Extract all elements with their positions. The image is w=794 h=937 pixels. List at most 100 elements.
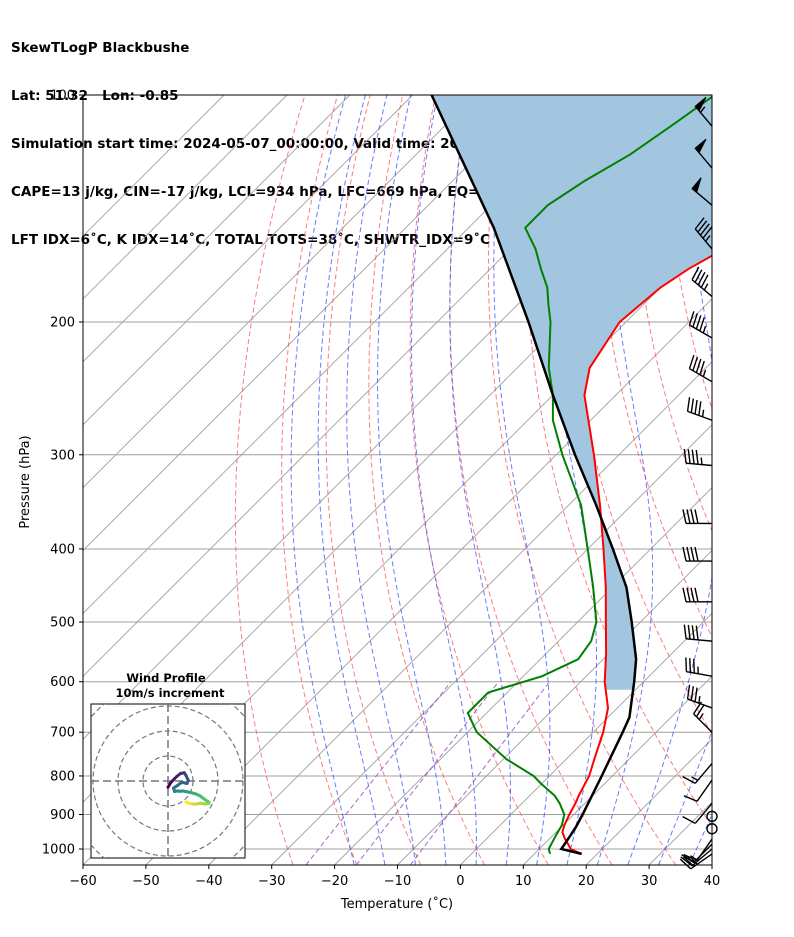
hodograph-title: Wind Profile: [126, 671, 206, 685]
wind-barb-full: [691, 266, 700, 281]
isotherm-line: [83, 95, 476, 489]
wind-barb-full: [699, 360, 705, 375]
wind-barb-full: [697, 220, 708, 233]
wind-barb-half: [703, 283, 709, 291]
chart-title: SkewTLogP Blackbushe: [11, 40, 190, 56]
moist-adiabat-line: [317, 95, 386, 865]
wind-barb-full: [699, 223, 710, 236]
wind-barb-flag: [694, 138, 707, 154]
wind-barb-half: [702, 325, 707, 334]
dry-adiabat-line: [596, 95, 712, 638]
cape-fill: [431, 95, 712, 690]
wind-barb-half: [700, 457, 703, 465]
wind-barb-full: [690, 398, 694, 413]
hodograph-inset: Wind Profile 10m/s increment: [90, 671, 246, 859]
wind-barb-full: [680, 856, 693, 867]
x-tick-label: −30: [258, 874, 285, 889]
wind-barb-full: [683, 854, 698, 861]
wind-barb-full: [693, 658, 695, 674]
wind-barb-full: [686, 684, 691, 700]
wind-barb-staff: [694, 802, 713, 824]
dry-adiabat-line: [368, 95, 485, 865]
hodograph-subtitle: 10m/s increment: [116, 686, 225, 700]
y-tick-label: 600: [50, 675, 75, 690]
moist-adiabat-line: [493, 95, 551, 865]
parcel-line: [430, 95, 638, 856]
x-tick-label: −60: [69, 874, 96, 889]
wind-barb-full: [686, 587, 691, 602]
wind-barb-full: [682, 587, 687, 602]
wind-barb-full: [695, 704, 705, 718]
wind-barb-half: [698, 713, 704, 720]
x-tick-label: −40: [195, 874, 222, 889]
isotherm-line: [460, 612, 712, 865]
x-tick-label: −50: [132, 874, 159, 889]
x-tick-label: 40: [704, 874, 721, 889]
y-tick-label: 700: [50, 726, 75, 741]
wind-barb-full: [686, 546, 691, 562]
wind-barb-full: [682, 816, 696, 824]
stability-indices-line: LFT IDX=6˚C, K IDX=14˚C, TOTAL TOTS=38˚C…: [11, 232, 491, 248]
wind-barb-staff: [696, 838, 713, 861]
isotherm-line: [711, 864, 712, 865]
wind-barb-full: [694, 509, 699, 524]
wind-barb-full: [690, 509, 695, 524]
moist-adiabat-line: [411, 95, 477, 865]
isotherm-line: [83, 95, 414, 426]
moist-adiabat-line: [596, 95, 654, 865]
wind-barb-full: [692, 356, 699, 371]
wind-barb-full: [699, 317, 705, 332]
wind-barb-full: [688, 311, 695, 326]
wind-barb-half: [691, 776, 699, 781]
y-tick-label: 1000: [42, 843, 75, 858]
wind-barb-staff: [691, 848, 713, 867]
wind-barb-full: [694, 546, 699, 562]
wind-barb-staff: [686, 671, 713, 677]
wind-barb-staff: [694, 762, 713, 784]
hodograph-segment: [184, 800, 191, 805]
wind-barb-full: [700, 274, 709, 288]
isotherm-line: [83, 95, 539, 552]
wind-barb-full: [685, 657, 688, 672]
wind-barb-full: [682, 509, 687, 524]
dry-adiabat-line: [663, 95, 712, 411]
wind-barb-full: [687, 449, 691, 464]
wind-barb-staff: [696, 779, 713, 802]
wind-barb-full: [686, 509, 691, 524]
x-tick-label: 0: [456, 874, 464, 889]
isotherm-line: [83, 95, 351, 363]
moist-adiabat-line: [290, 95, 355, 865]
wind-barb-full: [689, 658, 692, 673]
x-axis-label: Temperature (˚C): [340, 896, 453, 912]
wind-barb-half: [702, 369, 707, 377]
isotherm-line: [397, 549, 712, 865]
wind-barb-full: [702, 226, 713, 239]
wind-barb-staff: [693, 713, 713, 733]
wind-barb-full: [697, 271, 706, 286]
wind-barb-full: [683, 795, 698, 802]
wind-barb-staff: [687, 410, 713, 421]
wind-barb-full: [691, 625, 695, 640]
wind-barb-full: [686, 397, 691, 412]
wind-barb-flag: [691, 177, 702, 194]
wind-barb-full: [695, 449, 699, 465]
isotherm-line: [334, 486, 712, 865]
dewpoint-line: [466, 95, 712, 855]
y-tick-label: 900: [50, 808, 75, 823]
isotherm-line: [145, 298, 712, 865]
moist-adiabat-line: [720, 95, 794, 865]
wind-barb-full: [698, 401, 702, 416]
dry-adiabat-line: [487, 95, 677, 865]
x-tick-label: −20: [321, 874, 348, 889]
dry-adiabat-line: [409, 95, 549, 865]
wind-barb-staff: [686, 462, 713, 467]
wind-barb-full: [690, 587, 695, 602]
wind-barb-full: [690, 546, 695, 562]
y-tick-label: 500: [50, 616, 75, 631]
dry-adiabat-line: [761, 95, 794, 865]
profile-lines: [430, 95, 712, 856]
wind-barb-full: [682, 776, 696, 784]
dry-adiabat-line: [449, 95, 613, 865]
wind-barb-half: [705, 235, 711, 242]
